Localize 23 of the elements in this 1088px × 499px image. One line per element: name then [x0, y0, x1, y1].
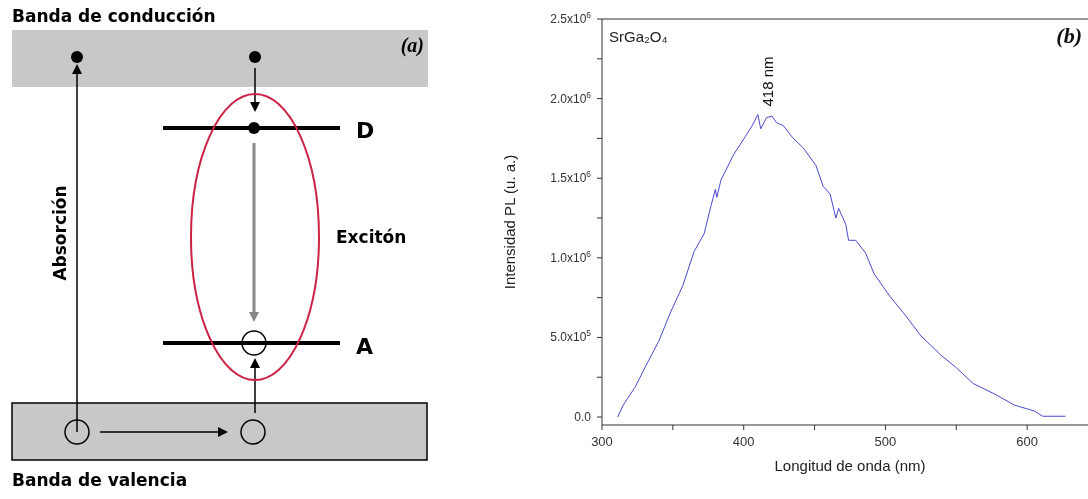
- x-tick-label: 300: [591, 434, 613, 449]
- y-axis-title: Intensidad PL (u. a.): [501, 154, 519, 290]
- text: D: [356, 118, 375, 143]
- y-tick-label: 1.5x10$^{6}$: [550, 169, 592, 186]
- y-tick-label: 2.0x10$^{6}$: [550, 89, 592, 106]
- text: (a): [400, 34, 424, 57]
- line-series: [617, 114, 1066, 418]
- y-tick-label: 1.0x10$^{6}$: [550, 248, 592, 265]
- y-tick-label: 0.0: [574, 410, 592, 425]
- text: Banda de conducción: [12, 6, 216, 26]
- text: Excitón: [336, 227, 407, 247]
- text: Banda de valencia: [12, 470, 188, 490]
- y-tick-label: 5.0x10$^{5}$: [550, 328, 592, 345]
- x-tick-label: 400: [732, 434, 755, 449]
- x-tick-label: 600: [1016, 434, 1038, 449]
- annotation: 418 nm: [759, 56, 777, 107]
- text: Absorción: [50, 185, 70, 281]
- text: A: [356, 334, 374, 359]
- y-tick-label: 2.5x10$^{6}$: [550, 10, 592, 26]
- annotation: (b): [1056, 23, 1082, 48]
- x-axis-title: Longitud de onda (nm): [774, 457, 926, 474]
- annotation: SrGa₂O₄: [609, 28, 668, 45]
- x-tick-label: 500: [874, 434, 897, 449]
